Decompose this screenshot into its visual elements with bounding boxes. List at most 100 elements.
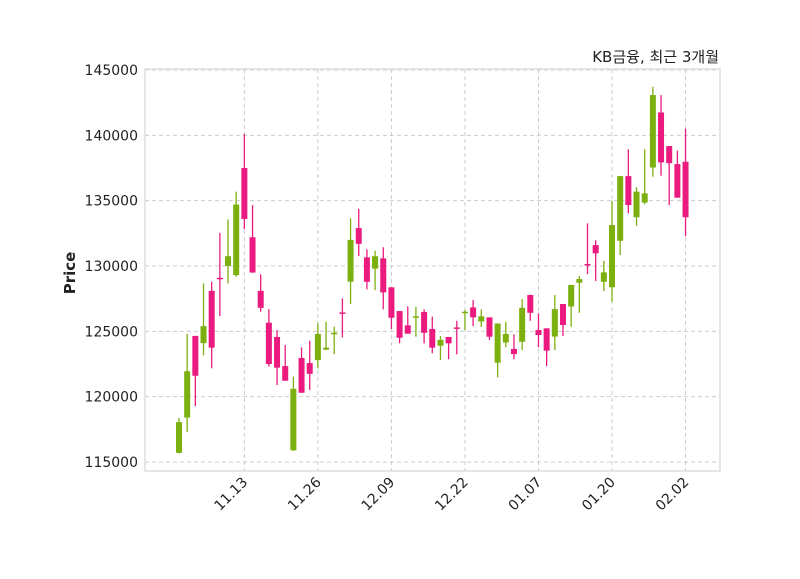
candle-down (306, 340, 313, 391)
candle-down (216, 232, 223, 317)
x-tick-labels: 11.13 11.26 12.09 12.22 01.07 01.20 02.02 (212, 474, 693, 514)
candle-up (519, 299, 526, 351)
candle-body (461, 311, 468, 314)
candle-body (331, 332, 338, 335)
candle-up (551, 295, 558, 351)
candle-down (543, 328, 550, 367)
candle-up (314, 323, 321, 369)
candle-body (208, 290, 215, 348)
candle-body (388, 287, 395, 318)
candle-body (257, 290, 264, 308)
candle-body (241, 168, 248, 219)
candle-body (625, 176, 632, 206)
candle-body (200, 326, 207, 344)
y-axis-label: Price (61, 252, 79, 295)
candle-body (641, 193, 648, 203)
candle-down (592, 240, 599, 282)
candle-body (233, 204, 240, 276)
candle-body (282, 366, 289, 381)
candle-body (658, 112, 665, 163)
candle-up (412, 306, 419, 337)
candle-down (363, 249, 370, 290)
candle-down (208, 281, 215, 369)
candle-body (314, 333, 321, 361)
candle-down (666, 146, 673, 206)
candle-body (306, 363, 313, 374)
candle-down (445, 336, 452, 360)
candle-up (184, 333, 191, 432)
x-tick-label: 11.26 (285, 474, 325, 514)
candle-body (445, 336, 452, 344)
candle-body (380, 258, 387, 293)
candle-body (290, 388, 297, 451)
candle-body (576, 279, 583, 283)
chart-title: KB금융, 최근 3개월 (592, 48, 719, 66)
candle-down (404, 306, 411, 334)
y-tick-label: 130000 (85, 259, 138, 275)
x-tick-label: 01.07 (506, 475, 546, 515)
candle-up (323, 321, 330, 351)
candle-up (633, 187, 640, 226)
candle-up (176, 417, 182, 454)
candle-up (494, 323, 501, 378)
y-tick-label: 125000 (85, 324, 138, 340)
x-tick-label: 01.20 (579, 475, 619, 515)
candle-body (225, 256, 232, 266)
candle-up (331, 326, 338, 355)
candle-body (510, 348, 517, 355)
candle-body (453, 327, 460, 329)
candle-down (396, 311, 403, 344)
candle-down (470, 299, 477, 327)
candle-body (502, 333, 509, 343)
candle-body (184, 371, 191, 418)
candle-body (421, 311, 428, 333)
candle-body (323, 347, 330, 350)
y-tick-label: 145000 (85, 63, 138, 79)
candle-body (535, 330, 542, 335)
candle-up (233, 191, 240, 277)
x-tick-label: 12.22 (432, 475, 472, 515)
candle-body (396, 311, 403, 338)
candle-body (339, 312, 346, 314)
x-tick-label: 11.13 (212, 475, 252, 515)
candle-body (674, 164, 681, 198)
candle-down (274, 330, 281, 386)
candle-body (682, 161, 689, 218)
y-tick-labels: 115000 120000 125000 130000 135000 140000 1450… (85, 63, 138, 471)
candle-down (421, 309, 428, 344)
candle-up (617, 176, 624, 256)
candle-up (347, 218, 354, 305)
plot-frame (144, 68, 721, 472)
candles (176, 86, 689, 454)
candle-body (494, 323, 501, 363)
candle-body (543, 328, 550, 351)
candle-body (372, 256, 379, 269)
candle-body (584, 264, 591, 266)
y-tick-label: 135000 (85, 194, 138, 210)
candle-up (568, 284, 575, 327)
candle-body (600, 272, 607, 282)
candle-down (388, 287, 395, 329)
candle-up (649, 86, 656, 177)
grid-lines (145, 69, 720, 471)
candle-body (666, 146, 673, 164)
candle-body (249, 237, 256, 273)
candle-up (641, 149, 648, 205)
candle-down (192, 335, 199, 407)
candle-up (200, 283, 207, 356)
candle-up (225, 219, 232, 284)
candle-down (559, 304, 566, 337)
candle-down (429, 316, 436, 354)
candle-body (355, 228, 362, 244)
y-tick-label: 115000 (85, 455, 138, 471)
candle-up (576, 276, 583, 313)
candle-down (257, 274, 264, 312)
candle-body (470, 307, 477, 318)
candle-down (249, 205, 256, 273)
candle-body (551, 309, 558, 337)
candle-body (519, 307, 526, 342)
candle-body (412, 316, 419, 318)
candle-up (461, 310, 468, 331)
candle-body (633, 191, 640, 218)
